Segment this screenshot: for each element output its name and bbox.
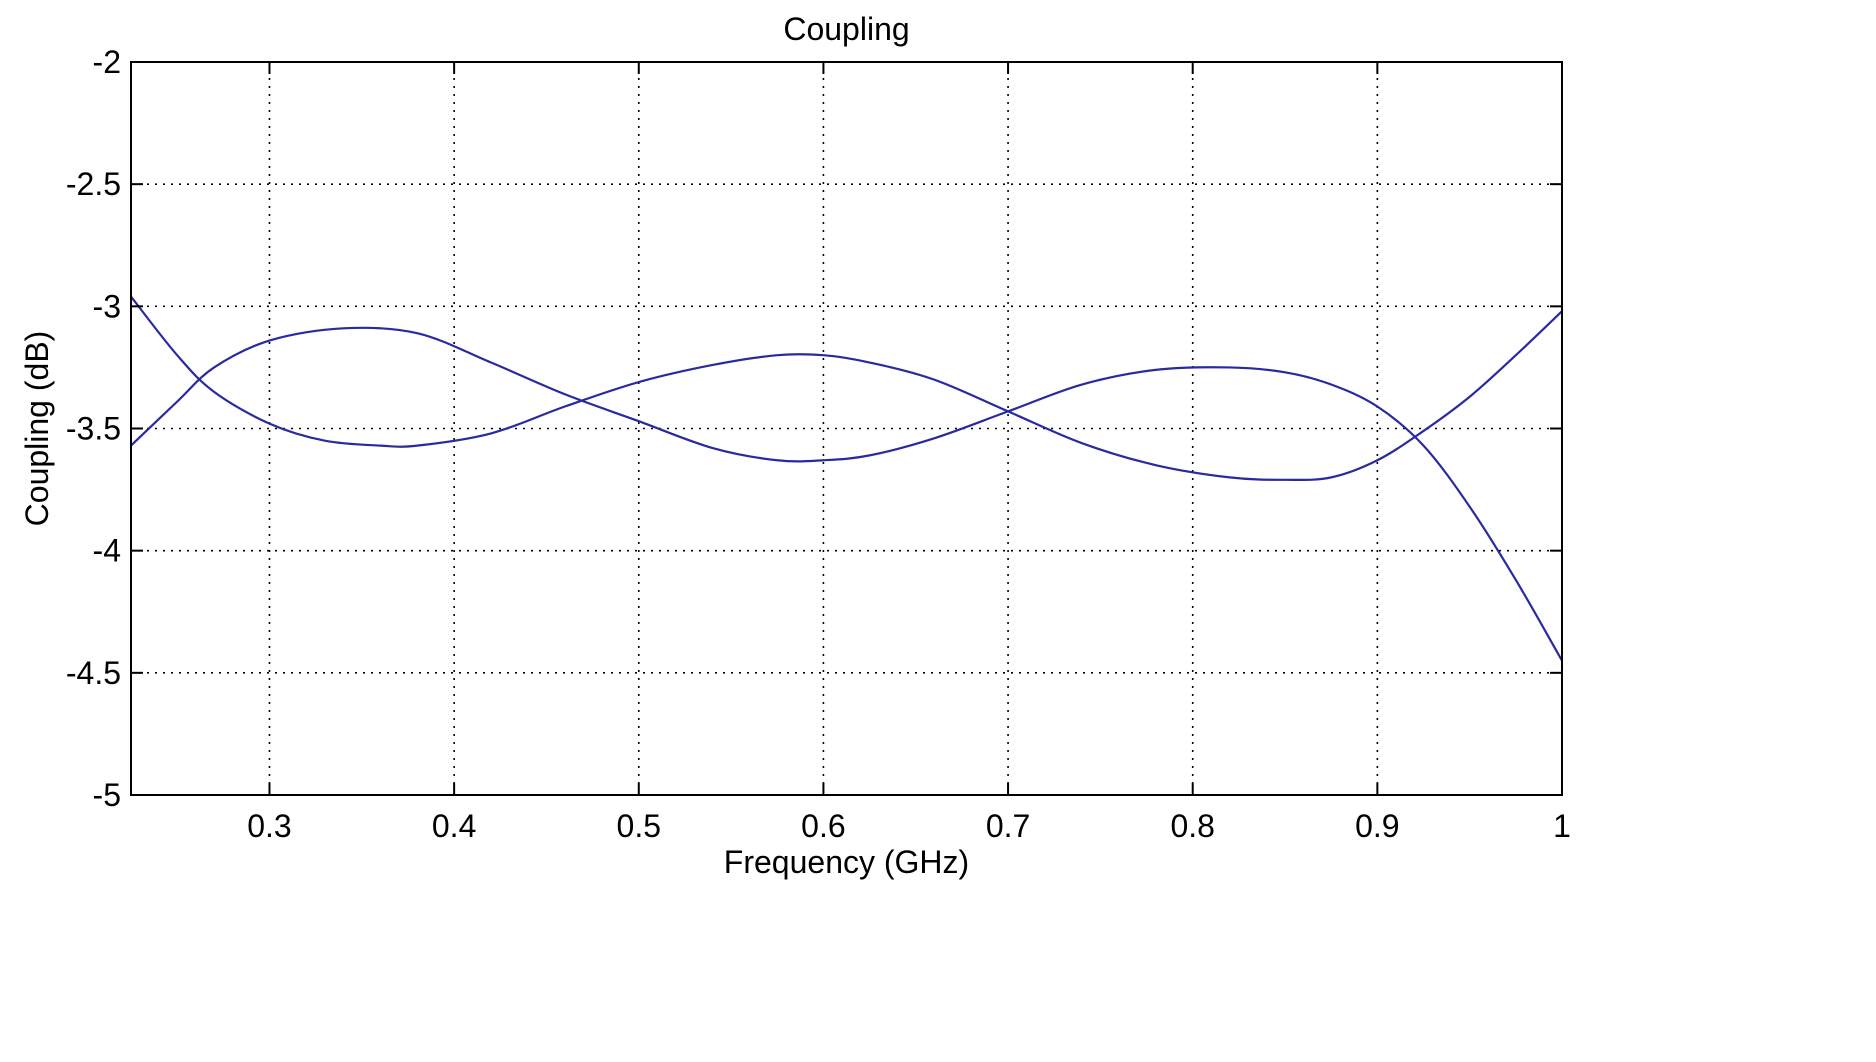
y-tick-label: -4.5 bbox=[66, 655, 121, 691]
x-axis-title: Frequency (GHz) bbox=[724, 844, 969, 880]
x-tick-label: 0.3 bbox=[247, 808, 291, 844]
series-line-2 bbox=[130, 295, 1563, 481]
chart-title: Coupling bbox=[783, 11, 909, 47]
x-tick-label: 0.7 bbox=[986, 808, 1030, 844]
y-tick-label: -3 bbox=[93, 288, 121, 324]
series-group bbox=[130, 295, 1563, 662]
y-tick-label: -2 bbox=[93, 44, 121, 80]
x-tick-label: 0.5 bbox=[617, 808, 661, 844]
y-tick-label: -3.5 bbox=[66, 411, 121, 447]
x-tick-label: 0.8 bbox=[1170, 808, 1214, 844]
y-tick-label: -5 bbox=[93, 777, 121, 813]
ticks: 0.3 0.4 0.5 0.6 0.7 0.8 0.9 1 -2 -2.5 -3 -3.5 -4 -4.5… bbox=[66, 44, 1571, 844]
x-tick-label: 0.6 bbox=[801, 808, 845, 844]
y-axis-title: Coupling (dB) bbox=[19, 331, 55, 527]
x-tick-label: 1 bbox=[1553, 808, 1571, 844]
y-tick-label: -2.5 bbox=[66, 166, 121, 202]
y-tick-label: -4 bbox=[93, 533, 121, 569]
series-line-1 bbox=[130, 326, 1563, 662]
x-tick-label: 0.4 bbox=[432, 808, 476, 844]
x-tick-label: 0.9 bbox=[1355, 808, 1399, 844]
